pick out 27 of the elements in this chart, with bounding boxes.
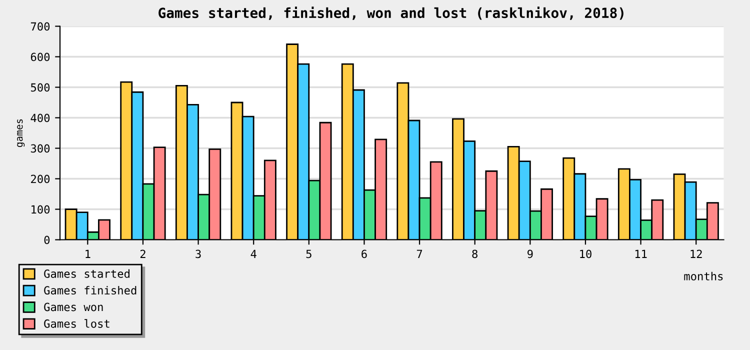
x-tick-label: 10 <box>580 250 592 258</box>
y-axis-title: games <box>17 119 25 148</box>
y-tick-label: 700 <box>30 22 50 31</box>
x-axis-title: months <box>684 272 723 280</box>
y-tick-label: 200 <box>31 174 50 184</box>
legend-label: Games won <box>44 302 103 312</box>
y-tick-label: 600 <box>30 52 50 62</box>
x-tick-label: 2 <box>140 250 146 258</box>
x-tick-label: 1 <box>86 250 90 258</box>
legend-label: Games lost <box>44 319 110 328</box>
y-tick-label: 300 <box>30 144 50 153</box>
y-tick-label: 100 <box>32 205 50 214</box>
x-tick-label: 5 <box>306 250 312 258</box>
x-tick-label: 7 <box>416 250 422 258</box>
x-tick-label: 3 <box>196 250 201 258</box>
x-tick-label: 6 <box>362 250 367 258</box>
y-tick-label: 400 <box>30 114 50 122</box>
legend-label: Games finished <box>44 286 136 295</box>
x-tick-label: 8 <box>472 250 478 258</box>
x-tick-label: 4 <box>250 250 256 258</box>
y-tick-label: 500 <box>30 83 50 92</box>
x-tick-label: 11 <box>635 250 647 258</box>
x-tick-label: 12 <box>690 250 702 258</box>
chart-title: Games started, finished, won and lost (rasklnikov, 2018) <box>158 6 624 20</box>
y-tick-label: 0 <box>44 236 50 244</box>
legend-label: Games started <box>44 269 130 278</box>
x-tick-label: 9 <box>528 250 533 258</box>
